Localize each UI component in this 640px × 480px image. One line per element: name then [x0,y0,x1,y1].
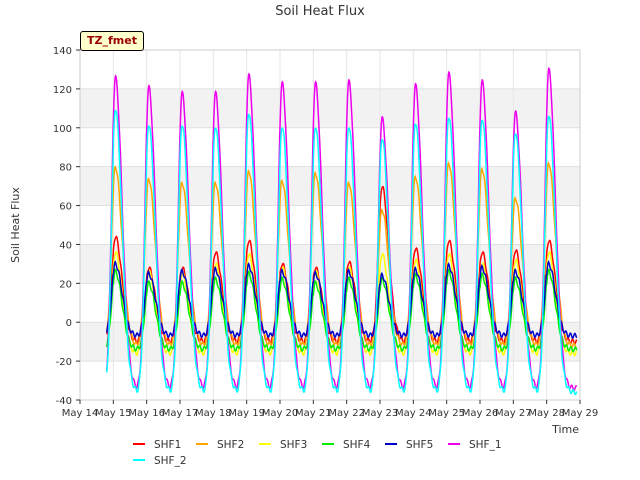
band [80,244,580,284]
x-tick-label: May 15 [95,408,132,419]
band [80,88,580,128]
legend: SHF1 SHF2 SHF3 SHF4 SHF5 SHF_1 SHF_2 [133,439,502,467]
y-tick-label: 100 [53,124,72,135]
legend-label: SHF3 [280,439,307,451]
plot-frame [79,49,581,401]
y-tick-label: 140 [53,46,72,57]
x-tick-label: May 28 [528,408,565,419]
series-line-shf-2 [105,109,578,396]
legend-label: SHF1 [154,439,181,451]
y-tick-label: -20 [56,357,72,368]
y-tick-label: 80 [59,163,72,174]
y-tick-label: 0 [66,318,72,329]
chart-title: Soil Heat Flux [275,4,365,19]
band [80,166,580,206]
x-tick-label: May 16 [128,408,165,419]
x-tick-label: May 24 [395,408,432,419]
x-tick-label: May 29 [562,408,599,419]
x-tick-label: May 20 [262,408,299,419]
x-tick-label: May 27 [495,408,532,419]
legend-label: SHF5 [406,439,433,451]
x-tick-label: May 17 [162,408,199,419]
legend-label: SHF_1 [469,439,502,451]
x-tick-label: May 19 [228,408,265,419]
x-axis-label: Time [551,423,579,436]
x-tick-label: May 22 [328,408,365,419]
x-tick-label: May 14 [62,408,99,419]
site-annotation-badge: TZ_fmet [80,31,144,51]
x-tick-label: May 18 [195,408,232,419]
legend-label: SHF_2 [154,455,187,467]
x-tick-label: May 26 [462,408,499,419]
y-tick-label: 20 [59,279,72,290]
y-tick-label: 40 [59,240,72,251]
y-tick-label: 60 [59,202,72,213]
y-axis-label: Soil Heat Flux [9,187,22,263]
x-tick-label: May 23 [362,408,399,419]
series-lines [105,66,578,396]
legend-label: SHF2 [217,439,244,451]
x-tick-label: May 21 [295,408,332,419]
x-tick-label: May 25 [428,408,465,419]
y-tick-label: -40 [56,396,72,407]
y-tick-label: 120 [53,85,72,96]
legend-label: SHF4 [343,439,371,451]
